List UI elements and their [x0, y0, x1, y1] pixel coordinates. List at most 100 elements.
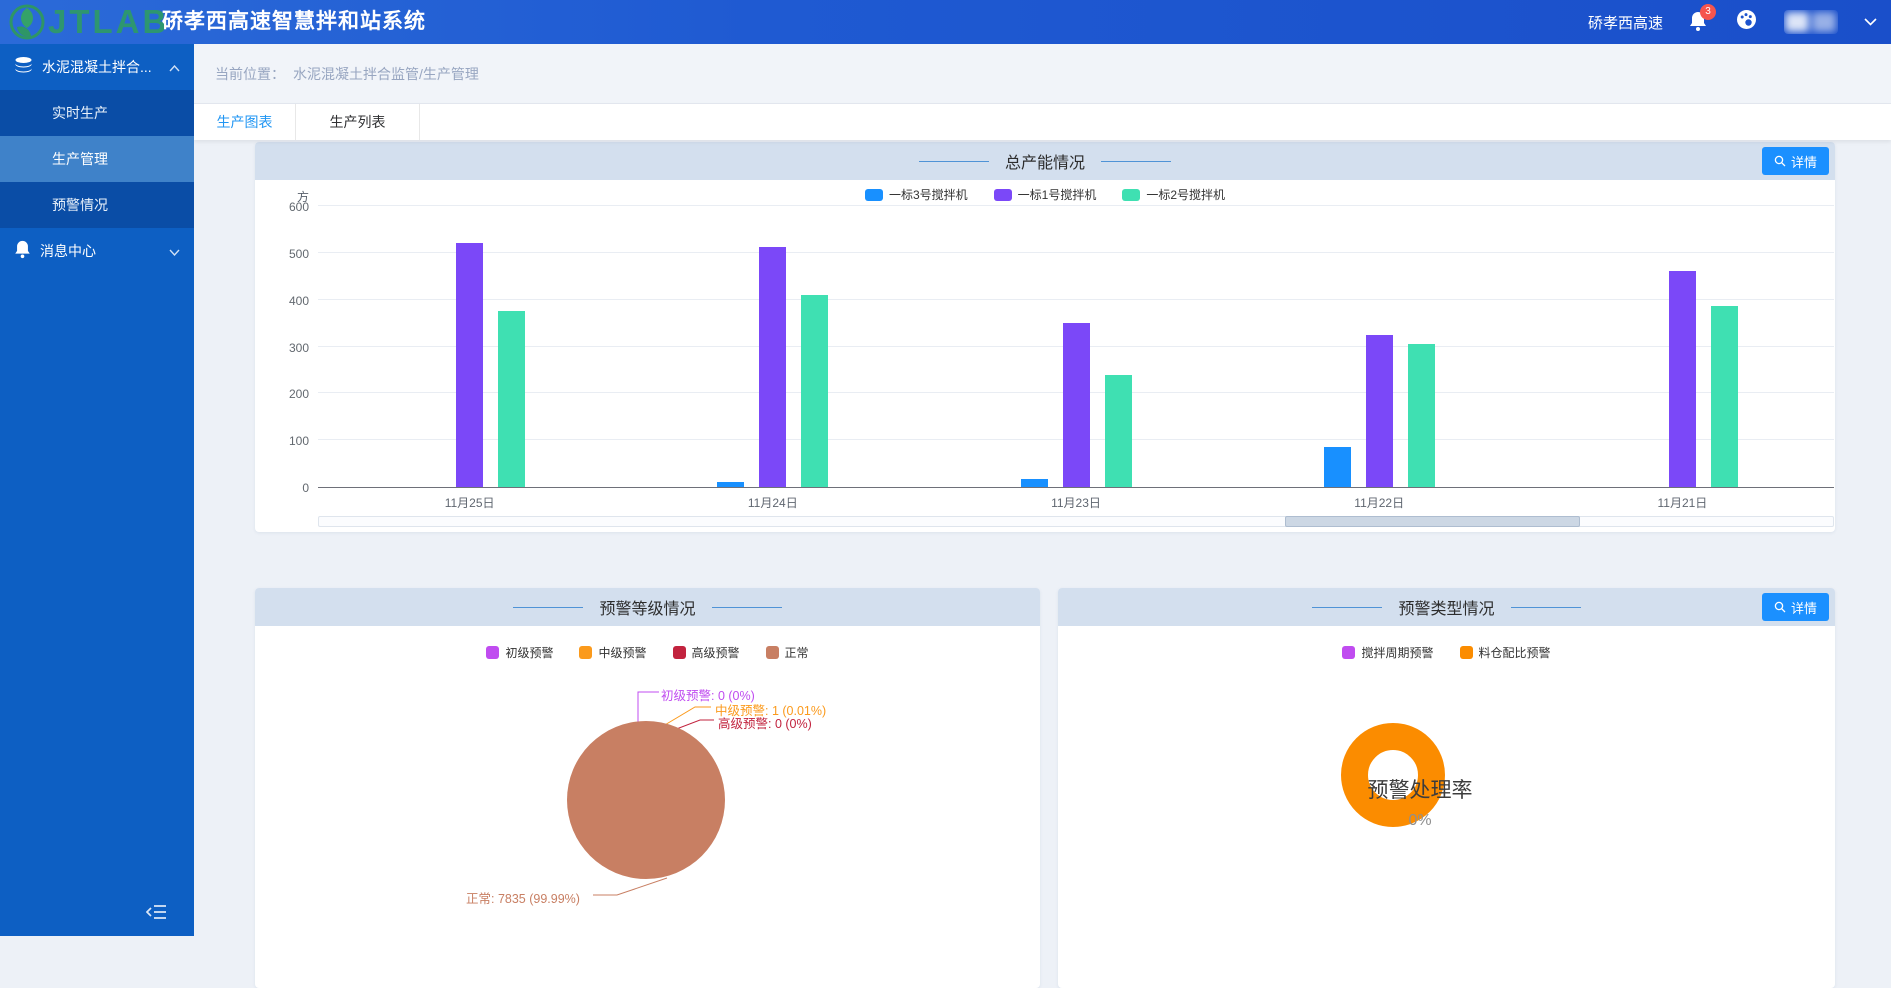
y-tick-label: 400	[288, 293, 309, 308]
magnifier-icon	[1774, 601, 1786, 613]
breadcrumb: 当前位置： 水泥混凝土拌合监管/生产管理	[194, 44, 1891, 104]
org-name: 硚孝西高速	[1587, 14, 1663, 32]
bar-一标2号搅拌机[interactable]	[801, 294, 829, 487]
top-navbar: JTLAB 硚孝西高速智慧拌和站系统 硚孝西高速 3	[0, 0, 1891, 44]
bar-一标2号搅拌机[interactable]	[1407, 343, 1435, 487]
bar-一标1号搅拌机[interactable]	[456, 242, 484, 487]
legend-label: 中级预警	[598, 646, 647, 660]
bar-一标2号搅拌机[interactable]	[1710, 305, 1738, 487]
user-avatar[interactable]	[1784, 10, 1838, 34]
legend-item[interactable]: 正常	[765, 644, 809, 661]
panel-header: 预警等级情况	[255, 588, 1040, 626]
panel-title: 预警类型情况	[1398, 601, 1495, 618]
legend-item[interactable]: 一标3号搅拌机	[864, 186, 968, 203]
title-decor-line	[1510, 606, 1581, 608]
panel-warning-level: 预警等级情况 初级预警 中级预警 高级预警 正常 初级预警: 0 (0%) 中级预警: …	[255, 588, 1040, 988]
title-decor-line	[1312, 606, 1383, 608]
y-axis-unit: 方	[297, 190, 310, 204]
legend-item[interactable]: 初级预警	[486, 644, 553, 661]
donut-chart-legend: 搅拌周期预警 料仓配比预警	[1058, 644, 1835, 661]
tab[interactable]: 生产列表	[296, 104, 420, 140]
legend-swatch	[765, 646, 779, 659]
legend-label: 初级预警	[505, 646, 554, 660]
theme-palette-icon[interactable]	[1735, 8, 1758, 36]
legend-item[interactable]: 料仓配比预警	[1459, 644, 1551, 661]
breadcrumb-path: 水泥混凝土拌合监管/生产管理	[293, 65, 479, 82]
pie-slice-normal[interactable]	[567, 721, 725, 879]
y-tick-label: 0	[302, 481, 309, 495]
gridline	[318, 205, 1834, 206]
tab[interactable]: 生产图表	[194, 104, 296, 140]
legend-item[interactable]: 高级预警	[672, 644, 740, 661]
title-decor-line	[513, 606, 584, 608]
sidebar-collapse-icon[interactable]	[145, 902, 168, 924]
sidebar-item-message-center[interactable]: 消息中心	[0, 228, 194, 274]
app-title: 硚孝西高速智慧拌和站系统	[162, 10, 426, 33]
chart-scrollbar-thumb[interactable]	[1284, 516, 1581, 527]
title-decor-line	[711, 606, 782, 608]
legend-label: 高级预警	[691, 646, 740, 660]
y-tick-label: 100	[288, 434, 309, 449]
pie-callout-label: 初级预警: 0 (0%)	[661, 689, 755, 703]
bar-一标2号搅拌机[interactable]	[1104, 374, 1132, 487]
sidebar-item[interactable]: 生产管理	[0, 136, 194, 182]
legend-label: 正常	[784, 646, 809, 660]
x-axis-labels: 11月25日 11月24日 11月23日 11月22日 11月21日	[318, 494, 1834, 510]
donut-center-label: 预警处理率	[1367, 779, 1473, 802]
bar-一标1号搅拌机[interactable]	[1668, 270, 1696, 487]
title-decor-line	[1101, 160, 1171, 162]
jtlab-logo: JTLAB	[6, 1, 169, 43]
sidebar-item-label: 消息中心	[40, 243, 96, 259]
legend-item[interactable]: 搅拌周期预警	[1342, 644, 1434, 661]
sidebar-item[interactable]: 预警情况	[52, 197, 108, 213]
chevron-up-icon	[169, 59, 180, 75]
bar-一标1号搅拌机[interactable]	[1062, 323, 1090, 487]
logo-text: JTLAB	[48, 3, 170, 40]
notification-badge: 3	[1700, 4, 1716, 20]
sidebar-group-label: 水泥混凝土拌合...	[42, 59, 152, 75]
legend-swatch	[1459, 646, 1473, 659]
donut-center-text: 预警处理率 0%	[1341, 723, 1499, 881]
bell-icon	[14, 240, 31, 262]
panel-total-capacity: 总产能情况 详情 一标3号搅拌机 一标1号搅拌机 一标2号搅拌机 方 0 100 200…	[255, 142, 1835, 532]
panel-warning-type: 预警类型情况 详情 搅拌周期预警 料仓配比预警 预警处理率 0%	[1058, 588, 1835, 988]
sidebar-submenu: 实时生产生产管理预警情况	[0, 90, 194, 228]
y-tick-label: 300	[288, 340, 309, 355]
database-icon	[14, 56, 33, 78]
bar-一标2号搅拌机[interactable]	[498, 310, 526, 487]
tab-bar: 生产图表 生产列表	[194, 104, 1891, 140]
legend-swatch	[486, 646, 500, 659]
pie-callout-label: 正常: 7835 (99.99%)	[466, 892, 580, 906]
magnifier-icon	[1774, 155, 1786, 167]
bar-一标3号搅拌机[interactable]	[1323, 446, 1351, 487]
legend-item[interactable]: 一标2号搅拌机	[1122, 186, 1225, 203]
sidebar-item[interactable]: 实时生产	[52, 105, 108, 121]
chevron-down-icon[interactable]	[1864, 13, 1877, 31]
capacity-detail-button[interactable]: 详情	[1761, 147, 1829, 175]
title-decor-line	[918, 160, 989, 162]
pie-chart: 初级预警: 0 (0%) 中级预警: 1 (0.01%) 高级预警: 0 (0%) 正…	[255, 588, 1040, 988]
legend-item[interactable]: 中级预警	[579, 644, 647, 661]
x-tick-label: 11月22日	[1354, 496, 1405, 510]
gridline	[318, 298, 1834, 300]
legend-label: 一标2号搅拌机	[1146, 188, 1226, 202]
panel-header: 预警类型情况 详情	[1058, 588, 1835, 626]
notification-bell-icon[interactable]: 3	[1689, 4, 1716, 33]
detail-button-label: 详情	[1790, 154, 1817, 170]
y-axis-ticks: 0 100 200 300 400 500 600	[255, 200, 309, 495]
bar-一标3号搅拌机[interactable]	[717, 481, 745, 487]
sidebar-group-concrete-mixing[interactable]: 水泥混凝土拌合...	[0, 44, 194, 90]
y-tick-label: 600	[288, 200, 309, 214]
legend-label: 搅拌周期预警	[1361, 646, 1434, 660]
x-tick-label: 11月23日	[1051, 496, 1101, 510]
legend-swatch	[1122, 188, 1141, 201]
legend-swatch	[864, 188, 883, 201]
legend-swatch	[672, 646, 686, 659]
legend-item[interactable]: 一标1号搅拌机	[993, 186, 1096, 203]
bar-一标1号搅拌机[interactable]	[759, 246, 787, 487]
warning-type-detail-button[interactable]: 详情	[1761, 593, 1829, 621]
bar-一标1号搅拌机[interactable]	[1365, 334, 1393, 487]
chart-scrollbar[interactable]	[318, 516, 1834, 527]
breadcrumb-prefix: 当前位置：	[215, 65, 285, 82]
bar-一标3号搅拌机[interactable]	[1020, 478, 1048, 487]
